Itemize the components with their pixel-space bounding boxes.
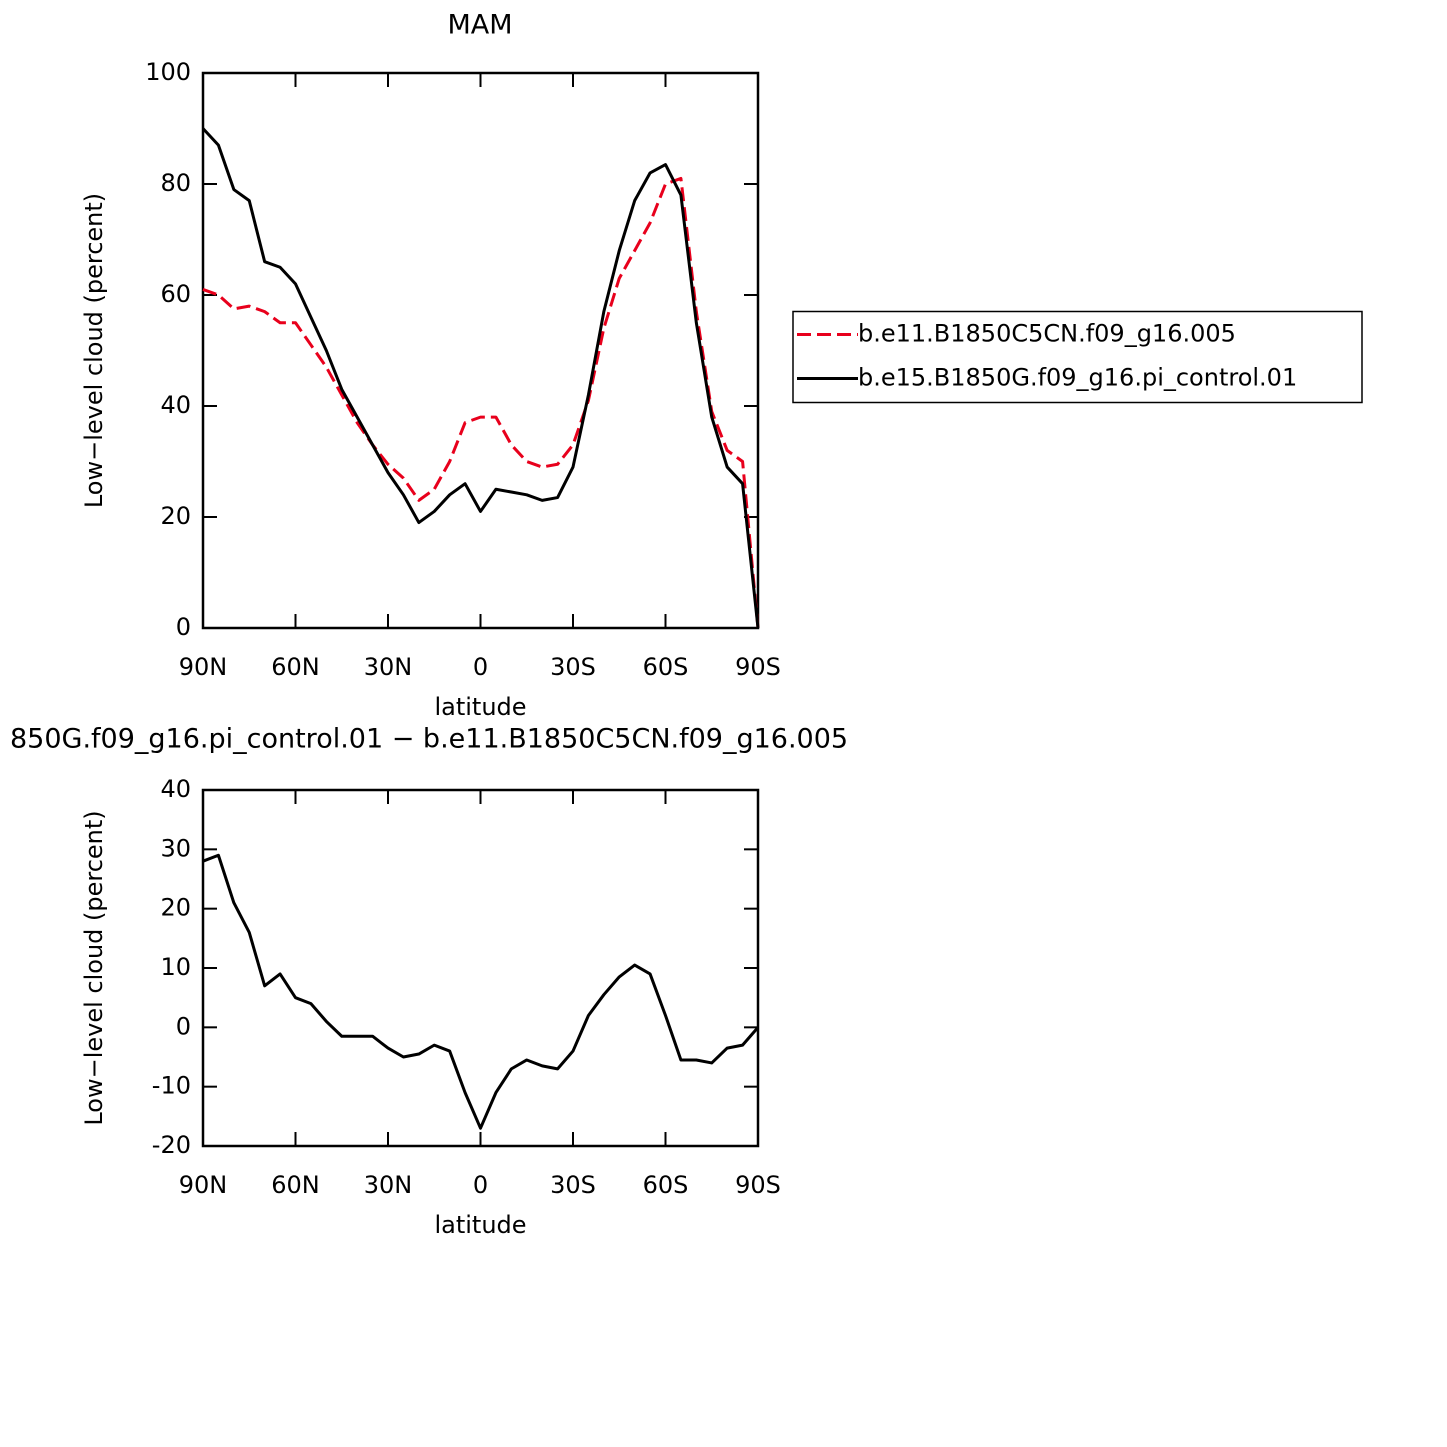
y-tick-label: 60 (160, 280, 191, 308)
x-tick-label: 30S (550, 1171, 596, 1199)
x-tick-label: 30S (550, 653, 596, 681)
x-tick-label: 60N (271, 1171, 320, 1199)
x-axis-label: latitude (434, 693, 526, 721)
x-tick-label: 30N (364, 653, 413, 681)
x-tick-label: 30N (364, 1171, 413, 1199)
plot-frame (201, 788, 760, 1148)
y-tick-label: 30 (160, 834, 191, 862)
y-tick-label: 0 (176, 613, 191, 641)
legend-label: b.e11.B1850C5CN.f09_g16.005 (858, 320, 1236, 348)
series-line (201, 127, 760, 629)
y-tick-label: -10 (152, 1072, 191, 1100)
x-tick-label: 60S (643, 653, 689, 681)
x-tick-label: 60S (643, 1171, 689, 1199)
series-line (202, 176, 760, 629)
x-tick-label: 0 (473, 1171, 488, 1199)
y-tick-label: 40 (160, 775, 191, 803)
x-tick-label: 90N (179, 1171, 228, 1199)
chart-title: 850G.f09_g16.pi_control.01 − b.e11.B1850… (10, 724, 848, 755)
x-tick-label: 90N (179, 653, 228, 681)
y-tick-label: 40 (160, 391, 191, 419)
x-axis-label: latitude (434, 1211, 526, 1239)
y-axis-label: Low−level cloud (percent) (80, 193, 108, 508)
chart-title: MAM (447, 10, 512, 41)
y-axis-label: Low−level cloud (percent) (80, 810, 108, 1125)
y-tick-label: 0 (176, 1012, 191, 1040)
y-tick-label: 20 (160, 502, 191, 530)
y-tick-label: -20 (152, 1131, 191, 1159)
plot-frame (201, 71, 760, 630)
y-tick-label: 80 (160, 169, 191, 197)
x-tick-label: 0 (473, 653, 488, 681)
legend-label: b.e15.B1850G.f09_g16.pi_control.01 (858, 364, 1297, 392)
y-tick-label: 20 (160, 894, 191, 922)
y-tick-label: 100 (145, 58, 191, 86)
x-tick-label: 90S (735, 653, 781, 681)
series-line (202, 853, 760, 1130)
y-tick-label: 10 (160, 953, 191, 981)
x-tick-label: 90S (735, 1171, 781, 1199)
legend-box (792, 310, 1363, 404)
x-tick-label: 60N (271, 653, 320, 681)
